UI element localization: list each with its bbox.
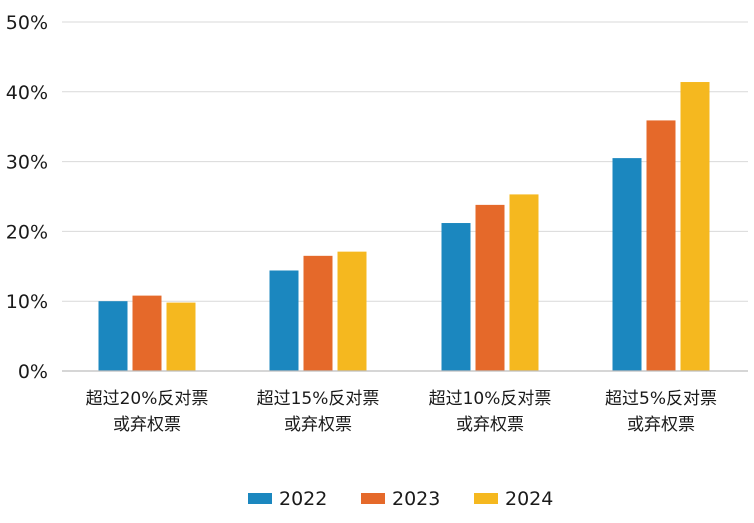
x-category-label: 超过20%反对票: [86, 389, 209, 409]
grid-lines: [62, 21, 748, 302]
bars: [98, 82, 710, 371]
y-tick-label: 50%: [6, 12, 48, 34]
x-category-label: 或弃权票: [284, 415, 352, 435]
legend-label: 2022: [279, 488, 327, 510]
x-category-label: 超过5%反对票: [605, 389, 717, 409]
y-tick-label: 20%: [6, 221, 48, 243]
y-tick-label: 0%: [18, 361, 48, 383]
bar-2022-0: [98, 301, 128, 371]
legend-swatch: [361, 493, 385, 504]
bar-2022-1: [269, 270, 299, 371]
bar-2023-1: [303, 255, 333, 371]
bar-2024-3: [680, 82, 710, 371]
y-tick-label: 10%: [6, 291, 48, 313]
bar-2023-2: [475, 204, 505, 371]
bar-2024-2: [509, 194, 539, 371]
bar-2024-0: [166, 302, 196, 371]
legend-label: 2024: [505, 488, 553, 510]
x-axis-category-labels: 超过20%反对票 或弃权票 超过15%反对票 或弃权票 超过10%反对票 或弃权…: [86, 389, 717, 435]
x-category-label: 或弃权票: [456, 415, 524, 435]
legend-swatch: [248, 493, 272, 504]
legend: 2022 2023 2024: [248, 488, 553, 510]
legend-label: 2023: [392, 488, 440, 510]
bar-2023-3: [646, 120, 676, 371]
x-category-label: 或弃权票: [627, 415, 695, 435]
y-axis-ticks: 0% 10% 20% 30% 40% 50%: [6, 12, 48, 383]
y-tick-label: 30%: [6, 152, 48, 174]
legend-swatch: [474, 493, 498, 504]
x-category-label: 或弃权票: [113, 415, 181, 435]
bar-2024-1: [337, 251, 367, 371]
bar-2023-0: [132, 295, 162, 371]
y-tick-label: 40%: [6, 82, 48, 104]
x-category-label: 超过10%反对票: [429, 389, 552, 409]
bar-2022-3: [612, 158, 642, 371]
bar-2022-2: [441, 223, 471, 371]
x-category-label: 超过15%反对票: [257, 389, 380, 409]
